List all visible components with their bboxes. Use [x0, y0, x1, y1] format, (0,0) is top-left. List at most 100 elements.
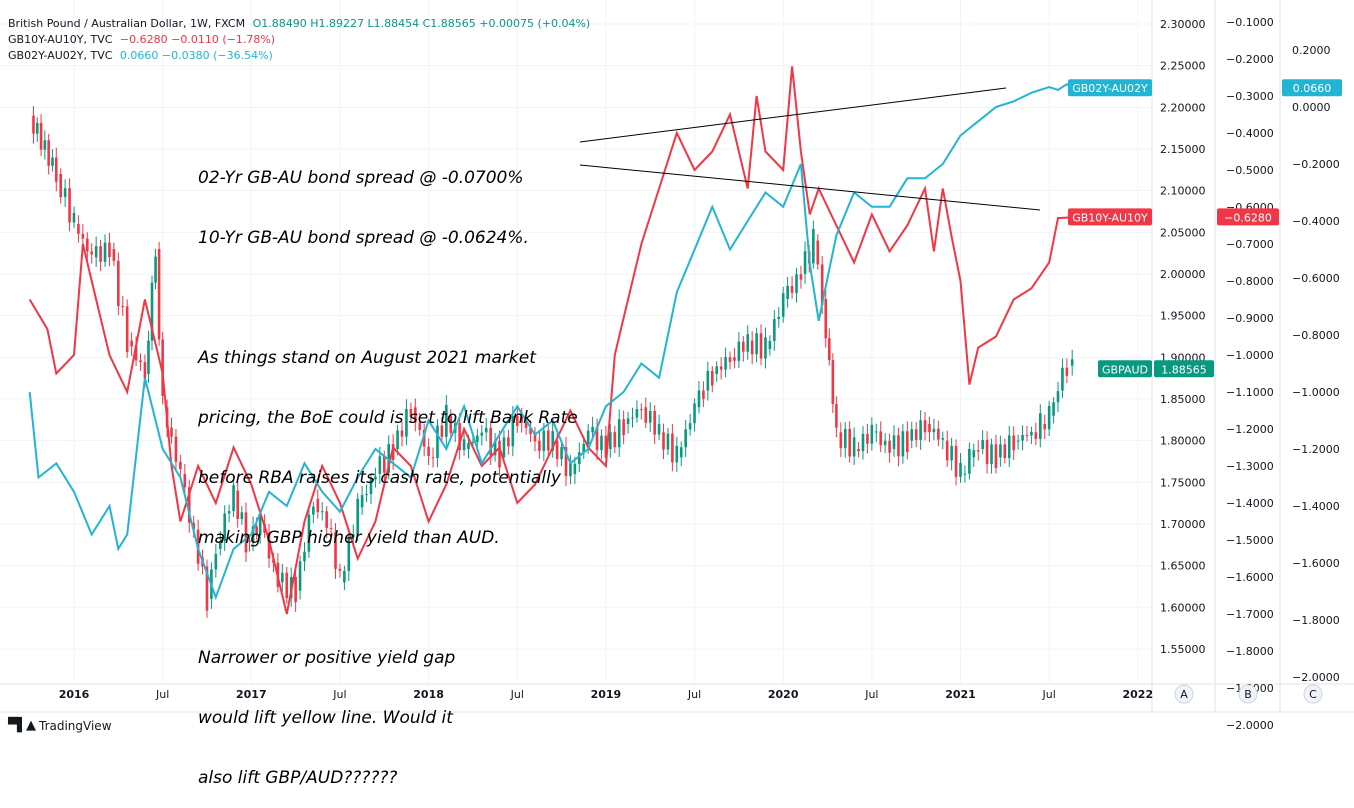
annotation-line: would lift yellow line. Would it [198, 708, 453, 728]
candle-body [764, 337, 767, 359]
candle-body [820, 264, 824, 305]
price-tick-label: 1.80000 [1160, 435, 1206, 448]
candle-body [538, 440, 541, 451]
candle-body [35, 122, 39, 134]
candle-body [489, 427, 492, 456]
series-tag-gb10-bg [1068, 208, 1152, 226]
candle-body [724, 357, 727, 370]
candle-body [831, 360, 835, 405]
candle-body [710, 371, 714, 386]
candle-body [897, 435, 900, 457]
candle-body [999, 444, 1002, 458]
candle-body [258, 517, 262, 535]
price-tick-label: 1.70000 [1160, 518, 1206, 531]
scale-button-label: B [1244, 688, 1252, 701]
legend-row-gb02[interactable]: GB02Y-AU02Y, TVC 0.0660 −0.0380 (−36.54%… [8, 48, 590, 64]
candle-body [644, 407, 648, 423]
candle-body [759, 333, 763, 359]
candle-body [214, 554, 218, 570]
trendline-lower [579, 164, 1041, 211]
candle-body [356, 498, 359, 535]
legend-row-gbpaud[interactable]: British Pound / Australian Dollar, 1W, F… [8, 16, 590, 32]
candle-body [733, 357, 736, 361]
scale-button [1303, 684, 1323, 704]
candle-body [382, 456, 386, 473]
candle-body [1025, 435, 1029, 437]
scale-button [1174, 684, 1194, 704]
candle-body [281, 572, 284, 583]
candle-body [963, 473, 967, 475]
legend-values-gb02: 0.0660 −0.0380 (−36.54%) [119, 49, 273, 62]
scale-button [1238, 684, 1258, 704]
candle-body [218, 541, 222, 549]
candle-body [374, 476, 377, 480]
candle-body [85, 238, 89, 252]
price-tick-label: 1.85000 [1160, 393, 1206, 406]
candle-body [161, 339, 164, 396]
candle-body [923, 420, 927, 433]
annotation-line: before RBA raises its cash rate, potenti… [198, 468, 561, 488]
candle-body [378, 456, 382, 474]
annotation-line: also lift GBP/AUD?????? [198, 768, 398, 788]
candle-body [1043, 423, 1047, 430]
candle-body [768, 340, 772, 349]
candle-body [560, 446, 563, 460]
axis-b-tick-label: −1.2000 [1292, 443, 1340, 456]
candle-body [436, 425, 439, 459]
candle-body [609, 432, 612, 449]
candle-body [529, 427, 532, 435]
candle-body [77, 223, 80, 234]
time-tick-label: Jul [155, 688, 169, 701]
candle-body [476, 435, 479, 442]
candle-body [582, 444, 586, 453]
annotation-line: Narrower or positive yield gap [198, 648, 456, 668]
annotation-line: As things stand on August 2021 market [198, 348, 536, 368]
price-tick-label: 1.95000 [1160, 310, 1206, 323]
axis-b-tick-label: −1.0000 [1292, 386, 1340, 399]
candle-body [285, 572, 289, 599]
candle-body [666, 433, 670, 450]
candle-body [187, 487, 191, 523]
time-tick-label: 2020 [768, 688, 799, 701]
candle-body [1016, 440, 1020, 442]
axis-a-tick-label: −1.0000 [1226, 349, 1274, 362]
tradingview-footer[interactable]: ▀▌▲ TradingView [8, 718, 112, 733]
time-tick-label: Jul [510, 688, 524, 701]
axis-a-tick-label: −1.1000 [1226, 386, 1274, 399]
candle-body [94, 246, 98, 258]
candle-body [334, 532, 337, 569]
time-tick-label: Jul [864, 688, 878, 701]
price-tick-label: 2.30000 [1160, 18, 1206, 31]
candle-body [1030, 431, 1033, 436]
candle-body [697, 390, 701, 408]
candle-body [803, 251, 807, 274]
axis-b-tick-label: −1.6000 [1292, 557, 1340, 570]
candle-body [640, 409, 643, 411]
axis-a-tick-label: −0.8000 [1226, 275, 1274, 288]
candle-body [251, 526, 255, 543]
candle-body [427, 446, 430, 456]
candle-body [959, 462, 962, 477]
candle-body [248, 540, 251, 543]
candle-body [223, 513, 227, 542]
candle-body [43, 140, 47, 150]
series-tag-gb02-bg [1068, 79, 1152, 97]
candle-body [604, 435, 608, 458]
candle-body [458, 423, 461, 451]
candle-body [728, 357, 732, 363]
axis-b-tick-label: 0.2000 [1292, 44, 1331, 57]
candle-body [170, 427, 173, 437]
candle-body [154, 256, 157, 283]
candle-body [617, 419, 621, 448]
candle-body [816, 240, 820, 265]
candle-body [72, 212, 76, 223]
candle-body [112, 248, 116, 261]
candle-body [1056, 391, 1060, 403]
candle-body [892, 435, 896, 449]
legend-row-gb10[interactable]: GB10Y-AU10Y, TVC −0.6280 −0.0110 (−1.78%… [8, 32, 590, 48]
candle-body [932, 428, 936, 433]
series-tag-gb02: GB02Y-AU02Y [1072, 82, 1148, 95]
axis-a-tick-label: −1.3000 [1226, 460, 1274, 473]
candle-body [600, 435, 603, 451]
axis-b-tick-label: −1.8000 [1292, 614, 1340, 627]
